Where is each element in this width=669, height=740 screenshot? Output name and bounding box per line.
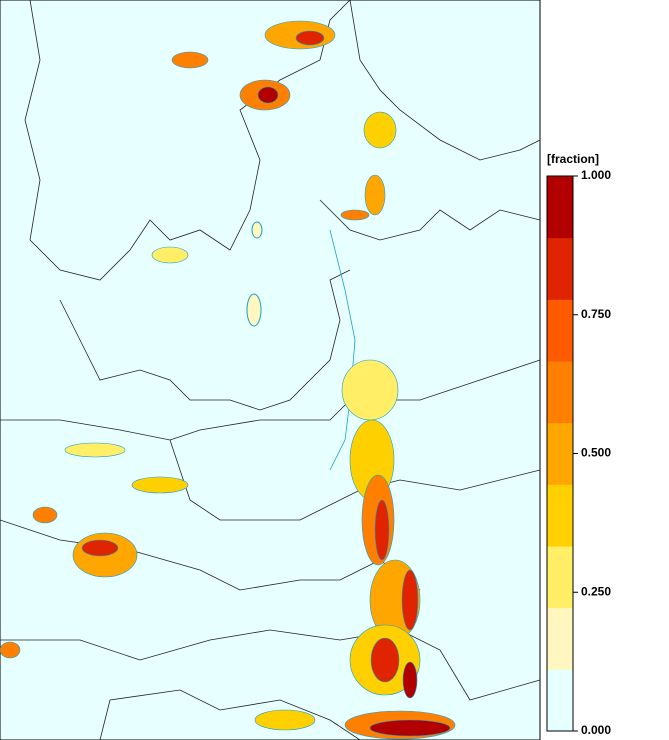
colorbar-bin xyxy=(547,484,573,547)
border xyxy=(99,689,361,740)
map-frame xyxy=(0,0,541,740)
colorbar: 0.000 0.250 0.500 0.750 1.000 xyxy=(546,168,611,737)
border xyxy=(169,439,541,521)
colorbar-bin xyxy=(547,607,573,670)
colorbar-bin xyxy=(547,422,573,485)
colorbar-tick-label: 0.000 xyxy=(581,723,611,737)
border xyxy=(0,629,541,701)
map xyxy=(0,0,541,740)
border xyxy=(0,359,541,441)
island xyxy=(251,221,263,239)
field xyxy=(0,20,456,740)
colorbar-tick-label: 0.500 xyxy=(581,446,611,460)
coastline xyxy=(24,0,351,281)
colorbar-bin xyxy=(547,669,573,732)
colorbar-bin xyxy=(547,237,573,300)
colorbar-label: [fraction] xyxy=(547,152,599,166)
colorbar-tick-label: 0.750 xyxy=(581,307,611,321)
colorbar-tick-label: 0.250 xyxy=(581,584,611,598)
island xyxy=(246,293,262,327)
coastline xyxy=(59,269,351,411)
colorbar-tick-label: 1.000 xyxy=(581,168,611,182)
colorbar-bin xyxy=(547,299,573,362)
colorbar-bin xyxy=(547,546,573,609)
colorbar-bin xyxy=(547,176,573,239)
colorbar-bin xyxy=(547,361,573,424)
coastline xyxy=(319,199,541,241)
coastline xyxy=(349,0,541,161)
